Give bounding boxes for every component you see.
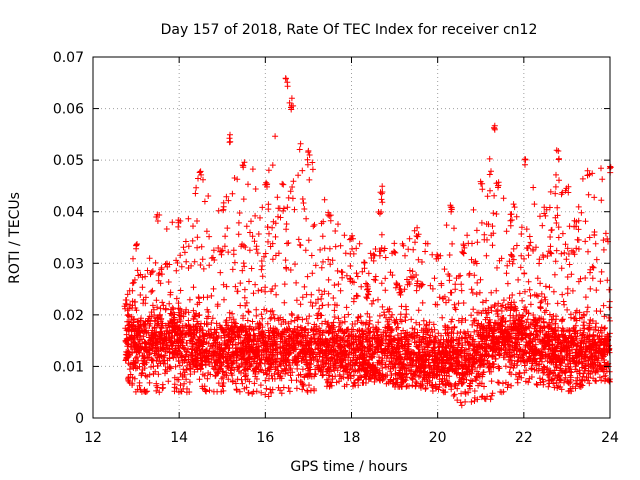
y-tick-label: 0.07: [53, 50, 84, 66]
x-tick-label: 12: [84, 430, 102, 446]
y-tick-label: 0.03: [53, 256, 84, 272]
y-tick-label: 0.02: [53, 308, 84, 324]
x-tick-label: 18: [343, 430, 361, 446]
y-tick-label: 0.05: [53, 153, 84, 169]
x-axis-title: GPS time / hours: [290, 459, 407, 475]
data-series-cn12: [121, 75, 614, 409]
y-axis-title: ROTI / TECUs: [7, 192, 23, 284]
x-tick-label: 20: [429, 430, 447, 446]
x-tick-label: 22: [515, 430, 533, 446]
y-tick-label: 0: [75, 411, 84, 427]
y-tick-label: 0.06: [53, 102, 84, 118]
y-tick-label: 0.04: [53, 205, 84, 221]
axis-ticks: 0 0.01 0.02 0.03 0.04 0.05 0.06 0.07 12 14 16 18 20 2…: [53, 50, 619, 446]
x-tick-label: 14: [170, 430, 188, 446]
x-tick-label: 24: [601, 430, 619, 446]
x-tick-label: 16: [256, 430, 274, 446]
y-tick-label: 0.01: [53, 359, 84, 375]
chart-title: Day 157 of 2018, Rate Of TEC Index for r…: [161, 22, 538, 38]
scatter-points: [121, 75, 614, 409]
